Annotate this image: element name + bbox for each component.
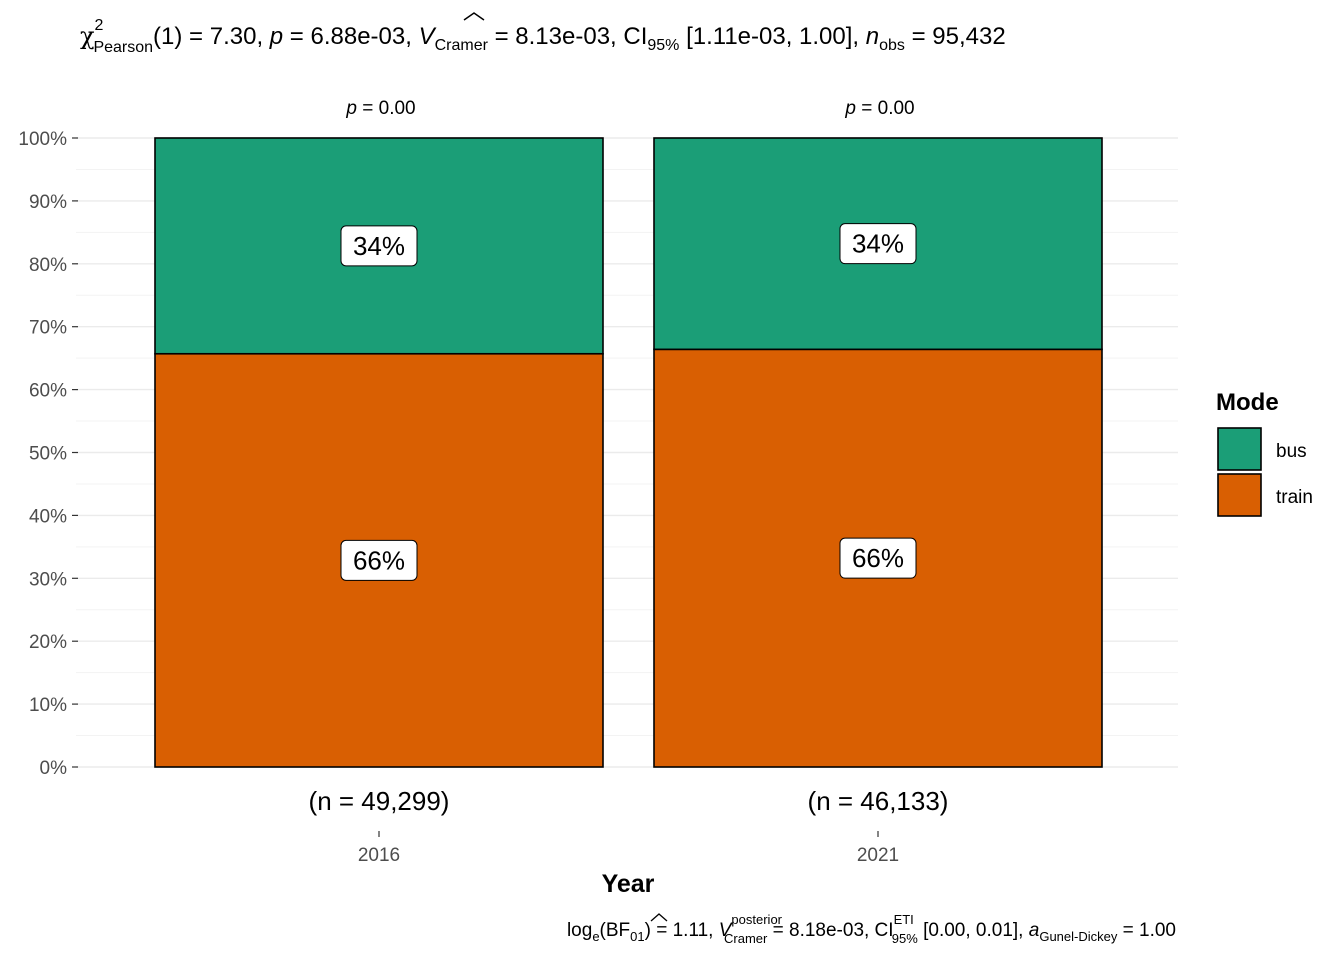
caption-v-hat-mark xyxy=(650,913,668,922)
segment-label: 34% xyxy=(852,229,904,259)
n-label: (n = 49,299) xyxy=(309,786,450,816)
y-tick-label: 70% xyxy=(29,318,67,339)
segment-label-box xyxy=(839,223,917,265)
x-tick-label: 2016 xyxy=(358,845,400,866)
segment-label: 34% xyxy=(353,231,405,261)
y-tick-label: 80% xyxy=(29,255,67,276)
n-labels: (n = 49,299) (n = 46,133) xyxy=(309,786,949,816)
y-tick-label: 30% xyxy=(29,569,67,590)
top-p-label: p = 0.00 xyxy=(844,98,914,119)
legend-swatch-train xyxy=(1217,473,1262,517)
segment-labels: 66% 34% 66% 34% xyxy=(340,223,917,581)
n-label: (n = 46,133) xyxy=(808,786,949,816)
legend-label-train: train xyxy=(1276,487,1313,508)
legend: Mode bus train xyxy=(1216,389,1313,517)
x-axis: 2016 2021 xyxy=(358,831,899,866)
y-tick-label: 60% xyxy=(29,381,67,402)
legend-swatch-bus xyxy=(1217,427,1262,471)
segment-label: 66% xyxy=(353,545,405,575)
segment-label: 66% xyxy=(852,543,904,573)
legend-title: Mode xyxy=(1216,389,1279,416)
y-tick-label: 20% xyxy=(29,632,67,653)
segment-label-box xyxy=(340,225,418,267)
y-tick-label: 50% xyxy=(29,444,67,465)
top-p-label: p = 0.00 xyxy=(345,98,415,119)
x-tick-label: 2021 xyxy=(857,845,899,866)
segment-label-box xyxy=(340,539,418,581)
y-tick-label: 40% xyxy=(29,506,67,527)
y-tick-label: 100% xyxy=(18,129,67,150)
y-tick-label: 90% xyxy=(29,192,67,213)
y-tick-label: 10% xyxy=(29,695,67,716)
top-labels: p = 0.00 p = 0.00 xyxy=(345,98,914,119)
legend-label-bus: bus xyxy=(1276,441,1307,462)
y-tick-label: 0% xyxy=(40,758,68,779)
segment-label-box xyxy=(839,537,917,579)
chart-caption: loge(BF01) = 1.11, Vposterior Cramer = 8.… xyxy=(567,912,1176,946)
x-axis-title: Year xyxy=(602,870,655,898)
chart-subtitle: χ2 Pearson(1) = 7.30, p = 6.88e-03, VCram… xyxy=(80,17,1006,56)
v-hat-mark xyxy=(463,12,485,21)
bars xyxy=(154,137,1103,768)
y-axis: 0% 10% 20% 30% 40% 50% 60% 70% 80% 90% 100% xyxy=(18,129,78,779)
